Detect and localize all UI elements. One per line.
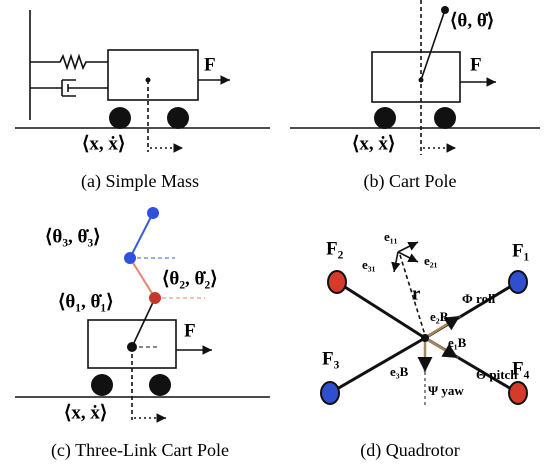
label: Θ pitch [476,367,518,382]
label: e₂₁ [424,253,438,268]
label: ⟨x, ẋ⟩ [82,133,125,154]
label: r [412,283,421,304]
label: F [184,320,196,341]
panel-simple-mass: F ⟨x, ẋ⟩ (a) Simple Mass [15,10,270,192]
label: F₁ [512,240,529,261]
label: Ψ yaw [428,383,464,398]
caption: (c) Three-Link Cart Pole [51,440,229,461]
label: F [470,54,482,75]
label: ⟨θ, θ̇⟩ [450,10,494,31]
panel-cart-pole: ⟨θ, θ̇⟩ F ⟨x, ẋ⟩ (b) Cart Pole [290,0,540,192]
label: ⟨θ₂, θ̇₂⟩ [162,268,218,289]
caption: (b) Cart Pole [364,171,457,192]
label: e₁₁ [384,229,398,244]
label: F₂ [326,238,344,259]
label: ⟨θ₁, θ̇₁⟩ [58,291,114,312]
caption: (d) Quadrotor [360,440,459,461]
label: ⟨θ₃, θ̇₃⟩ [45,226,101,247]
label: e₃₁ [362,257,376,272]
label: F₃ [322,348,340,369]
caption: (a) Simple Mass [81,171,199,192]
label: ⟨x, ẋ⟩ [64,402,107,423]
panel-quadrotor: F₂ F₁ F₃ F₄ e₁₁ e₃₁ e₂₁ r e₂B Φ roll e₁B… [321,229,530,461]
panel-three-link: ⟨θ₃, θ̇₃⟩ ⟨θ₂, θ̇₂⟩ ⟨θ₁, θ̇₁⟩ F ⟨x, ẋ⟩ (… [15,207,270,461]
label: Φ roll [462,291,496,306]
label: ⟨x, ẋ⟩ [352,133,395,154]
label: e₁B [448,335,467,350]
label: F [204,54,216,75]
figure: F ⟨x, ẋ⟩ (a) Simple Mass ⟨θ, θ̇⟩ F ⟨x, ẋ… [0,0,548,466]
label: e₃B [390,364,409,379]
label: e₂B [430,309,449,324]
